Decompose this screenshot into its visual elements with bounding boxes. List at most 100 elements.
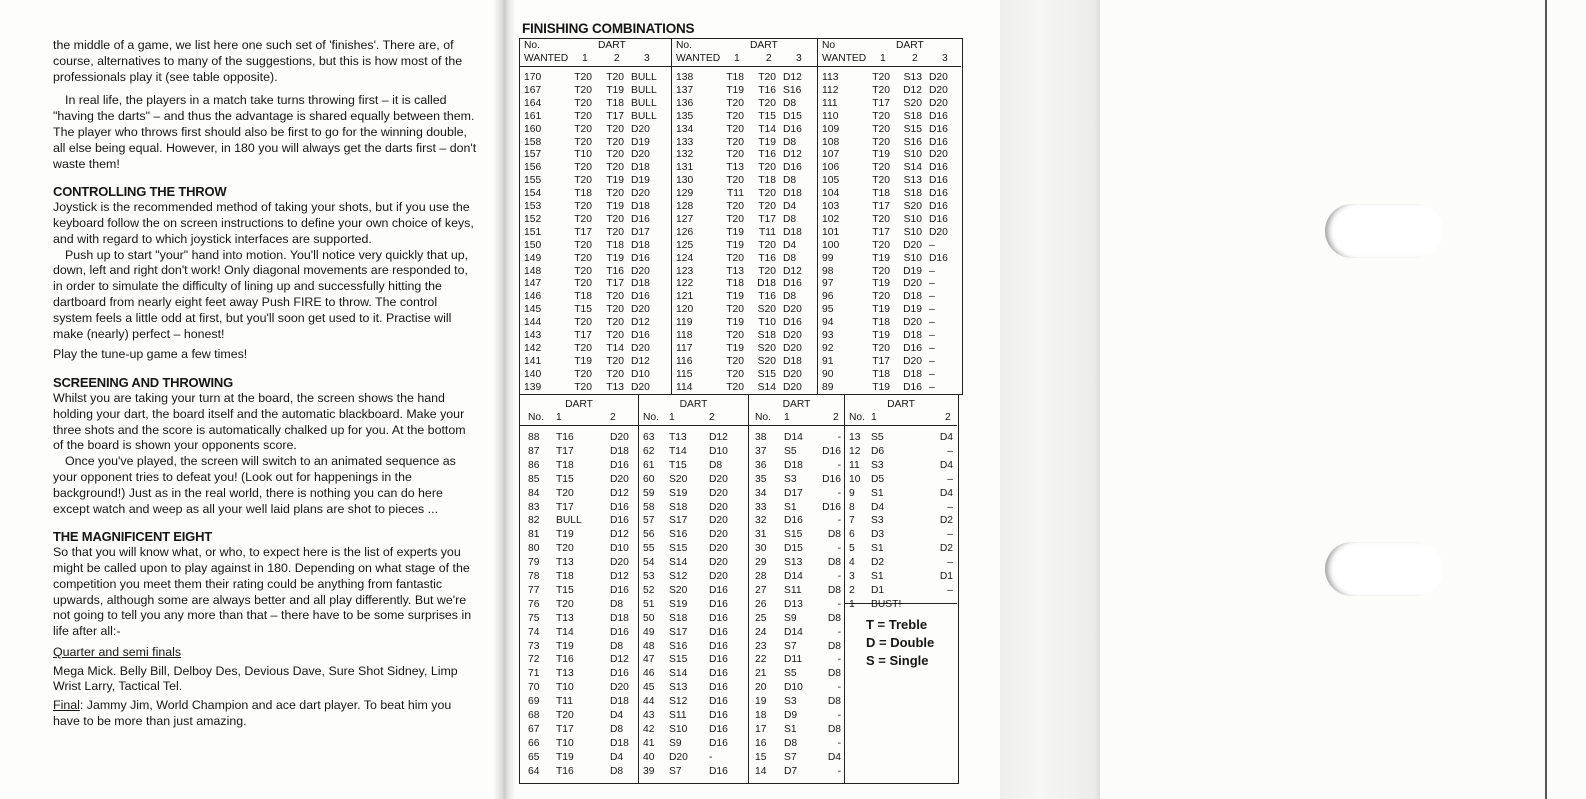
dart-1: D7	[784, 765, 798, 777]
dart-1: S1	[871, 543, 884, 555]
dart-1: S20	[669, 473, 688, 485]
paragraph: So that you will know what, or who, to e…	[53, 545, 472, 639]
dart-1: T19	[872, 304, 890, 316]
dart-2: D16	[610, 626, 629, 638]
dart-2: -	[837, 571, 841, 582]
wanted-number: 124	[676, 252, 694, 264]
dart-3: D4	[783, 239, 797, 251]
dart-2: -	[837, 515, 841, 527]
dart-2: D4	[827, 751, 841, 763]
dart-1: T20	[726, 123, 744, 135]
dart-2: -	[837, 654, 841, 666]
dart-2: T16	[758, 149, 776, 161]
paragraph: Whilst you are taking your turn at the b…	[53, 390, 466, 453]
dart-2: D16	[709, 598, 728, 610]
dart-1: T20	[872, 72, 890, 83]
dart-2: D2	[939, 543, 953, 555]
dart-3: D16	[631, 213, 650, 225]
dart-1: T20	[574, 317, 592, 329]
dart-2: D20	[610, 682, 629, 694]
wanted-number: 112	[822, 84, 839, 96]
wanted-number: 95	[822, 304, 834, 316]
dart-1: T19	[574, 355, 592, 367]
dart-2: -	[837, 765, 841, 777]
wanted-number: 128	[676, 201, 694, 212]
legend-single: S = Single	[866, 653, 929, 668]
number: 44	[643, 696, 655, 708]
paragraph: Play the tune-up game a few times!	[53, 347, 248, 362]
dart-1: T17	[872, 201, 890, 212]
dart-2: D20	[709, 487, 728, 499]
header-no: No.	[755, 412, 772, 423]
wanted-number: 89	[822, 381, 834, 393]
dart-2: -	[837, 626, 841, 638]
dart-2: T20	[606, 149, 624, 161]
dart-2: D4	[939, 487, 953, 499]
dart-2: -	[837, 543, 841, 555]
dart-2: D4	[610, 751, 624, 763]
dart-1: T20	[574, 72, 592, 83]
number: 79	[528, 557, 540, 569]
dart-1: T19	[556, 640, 574, 652]
number: 69	[528, 696, 540, 708]
dart-2: T19	[606, 84, 624, 96]
binder-hole	[1325, 542, 1443, 596]
wanted-number: 123	[676, 265, 694, 277]
dart-3: D20	[783, 342, 802, 354]
dart-1: T19	[872, 278, 890, 290]
table-header: No WANTED DART 1 2 3	[818, 39, 961, 67]
dart-3: D19	[631, 175, 650, 187]
dart-1: S13	[669, 682, 688, 694]
number: 83	[528, 501, 540, 513]
number: 9	[849, 487, 855, 499]
wanted-number: 115	[676, 368, 693, 380]
dart-3: D16	[631, 291, 650, 303]
dart-3: D8	[783, 291, 797, 303]
number: 86	[528, 459, 540, 471]
dart-2: D16	[610, 459, 629, 471]
wanted-number: 135	[676, 110, 694, 122]
dart-1: T20	[872, 123, 890, 135]
dart-3: BULL	[631, 84, 657, 96]
dart-3: D20	[631, 342, 650, 354]
number: 13	[849, 432, 861, 443]
dart-2: T19	[758, 136, 776, 148]
dart-2: T17	[758, 213, 776, 225]
number: 23	[755, 640, 767, 652]
header-wanted: WANTED	[822, 53, 867, 64]
dart-1: T20	[872, 239, 890, 251]
dart-2: D20	[709, 473, 728, 485]
wanted-number: 126	[676, 226, 694, 238]
dart-2: D16	[709, 668, 728, 680]
dart-1: T19	[726, 84, 744, 96]
wanted-number: 104	[822, 188, 840, 200]
wanted-number: 154	[524, 188, 542, 200]
wanted-number: 91	[822, 355, 834, 367]
wanted-number: 117	[676, 342, 693, 354]
dart-3: –	[929, 239, 935, 251]
dart-2: T14	[606, 342, 624, 354]
dart-2: D12	[903, 84, 922, 96]
number: 37	[755, 445, 767, 457]
dart-1: BULL	[556, 515, 582, 527]
dart-1: D18	[784, 459, 803, 471]
number: 58	[643, 501, 655, 513]
dart-2: D18	[903, 330, 922, 341]
table-header: DART No. 1 2	[520, 394, 638, 426]
wanted-number: 111	[822, 97, 838, 109]
dart-3: D15	[783, 110, 802, 122]
wanted-number: 121	[676, 291, 694, 303]
dart-1: T20	[574, 278, 592, 290]
dart-2: D20	[709, 543, 728, 555]
dart-3: D16	[631, 330, 650, 341]
dart-2: D18	[610, 737, 629, 749]
dart-2: T16	[758, 84, 776, 96]
dart-2: S10	[903, 213, 922, 225]
number: 78	[528, 571, 540, 582]
number: 29	[755, 557, 767, 569]
paragraph: In real life, the players in a match tak…	[53, 93, 477, 171]
dart-2: D18	[610, 612, 629, 624]
dart-1: T20	[872, 291, 890, 303]
table-title: FINISHING COMBINATIONS	[522, 21, 695, 36]
dart-2: D16	[709, 710, 728, 721]
